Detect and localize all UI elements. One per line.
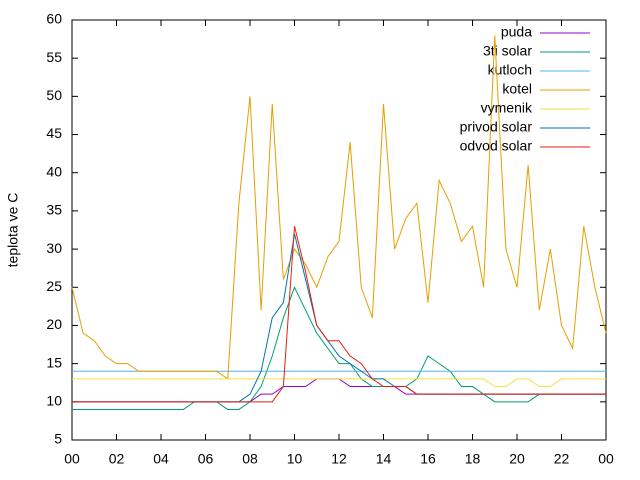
x-tick-label: 22	[554, 451, 570, 467]
x-tick-label: 16	[420, 451, 436, 467]
x-tick-label: 18	[465, 451, 481, 467]
x-tick-label: 10	[287, 451, 303, 467]
y-axis-label: teplota ve C	[5, 193, 21, 268]
legend-label: 3ti solar	[483, 43, 532, 59]
series-line	[72, 233, 606, 403]
series-line	[72, 378, 606, 403]
y-tick-label: 55	[46, 49, 62, 65]
y-tick-label: 15	[46, 354, 62, 370]
series-line	[71, 35, 607, 380]
y-tick-label: 5	[54, 431, 62, 447]
series-line	[72, 285, 606, 410]
legend-label: puda	[501, 24, 532, 40]
x-tick-label: 00	[64, 451, 80, 467]
y-tick-label: 25	[46, 278, 62, 294]
y-tick-label: 60	[46, 11, 62, 27]
legend-label: odvod solar	[460, 138, 533, 154]
legend-label: kotel	[502, 81, 532, 97]
y-tick-label: 45	[46, 125, 62, 141]
y-tick-label: 30	[46, 240, 62, 256]
legend-label: vymenik	[481, 100, 533, 116]
x-tick-label: 06	[198, 451, 214, 467]
x-tick-label: 08	[242, 451, 258, 467]
legend-label: kutloch	[488, 62, 532, 78]
x-tick-label: 12	[331, 451, 347, 467]
x-tick-label: 00	[598, 451, 614, 467]
y-tick-label: 50	[46, 87, 62, 103]
legend-label: privod solar	[460, 119, 533, 135]
x-tick-label: 02	[109, 451, 125, 467]
series-line	[72, 378, 606, 388]
x-tick-label: 04	[153, 451, 169, 467]
x-tick-label: 20	[509, 451, 525, 467]
series-line	[72, 226, 606, 403]
y-tick-label: 35	[46, 202, 62, 218]
y-tick-label: 40	[46, 163, 62, 179]
y-tick-label: 20	[46, 316, 62, 332]
x-tick-label: 14	[376, 451, 392, 467]
y-tick-label: 10	[46, 393, 62, 409]
